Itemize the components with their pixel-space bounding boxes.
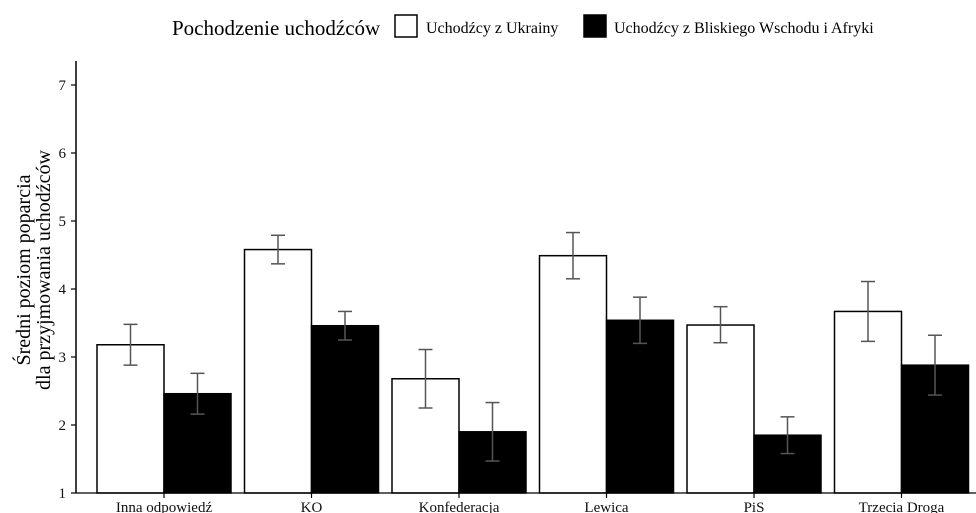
y-tick-label: 2	[59, 418, 67, 434]
x-tick-label: KO	[301, 500, 323, 513]
error-bar	[633, 296, 647, 345]
x-tick-label: Inna odpowiedź	[116, 500, 213, 513]
bar-middle-east-africa-1	[310, 324, 380, 494]
error-bar	[780, 416, 795, 455]
bars	[96, 248, 970, 494]
x-tick-label: Konfederacja	[419, 500, 500, 513]
error-bar	[713, 305, 728, 344]
error-bar	[861, 280, 875, 343]
error-bar	[190, 372, 205, 415]
legend-label-ukraine: Uchodźcy z Ukrainy	[426, 20, 558, 37]
legend: Pochodzenie uchodźców Uchodźcy z Ukrainy…	[172, 14, 874, 40]
legend-swatch-middle-east-africa	[583, 14, 607, 38]
legend-label-middle-east-africa: Uchodźcy z Bliskiego Wschodu i Afryki	[614, 20, 874, 37]
y-tick-label: 1	[59, 486, 67, 502]
bar-ukraine-0	[96, 344, 165, 494]
error-bar	[338, 310, 352, 341]
bar-middle-east-africa-3	[605, 319, 675, 494]
error-bar	[566, 231, 580, 280]
y-axis: 1 2 3 4 5 6 7	[59, 61, 77, 502]
y-tick-label: 3	[59, 350, 67, 366]
error-bar	[123, 323, 138, 366]
legend-title: Pochodzenie uchodźców	[172, 16, 381, 40]
y-axis-title: Średni poziom poparcia dla przyjmowania …	[11, 149, 55, 389]
bar-ukraine-3	[538, 254, 608, 494]
y-tick-label: 6	[59, 146, 67, 162]
y-axis-title-line-1: Średni poziom poparcia	[11, 174, 35, 365]
x-tick-label: Trzecia Droga	[859, 500, 945, 513]
x-axis: Inna odpowiedź KO Konfederacja Lewica PiS Trz…	[76, 492, 976, 513]
error-bar	[271, 234, 285, 265]
error-bar	[485, 401, 500, 462]
error-bar	[418, 348, 433, 409]
x-tick-label: PiS	[744, 500, 765, 513]
y-tick-label: 5	[59, 214, 67, 230]
y-axis-title-line-2: dla przyjmowania uchodźców	[33, 149, 55, 389]
y-tick-label: 4	[59, 282, 67, 298]
bar-ukraine-4	[686, 324, 755, 494]
error-bars	[123, 231, 942, 462]
x-tick-label: Lewica	[584, 500, 628, 513]
y-tick-label: 7	[59, 78, 67, 94]
error-bar	[928, 334, 942, 396]
bar-ukraine-1	[243, 248, 313, 494]
legend-swatch-ukraine	[394, 14, 418, 38]
